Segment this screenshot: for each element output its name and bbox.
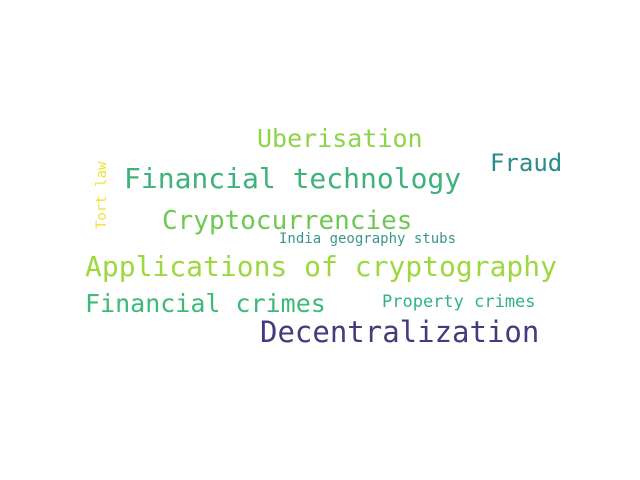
word-uberisation: Uberisation bbox=[257, 124, 423, 153]
word-fraud: Fraud bbox=[490, 149, 563, 177]
word-cryptocurrencies: Cryptocurrencies bbox=[162, 206, 413, 236]
word-property-crimes: Property crimes bbox=[382, 292, 536, 312]
word-financial-technology: Financial technology bbox=[124, 162, 462, 195]
word-applications-of-cryptography: Applications of cryptography bbox=[85, 250, 558, 283]
word-decentralization: Decentralization bbox=[260, 315, 540, 349]
word-tort-law: Tort law bbox=[94, 161, 110, 229]
word-india-geography-stubs: India geography stubs bbox=[279, 231, 457, 247]
word-financial-crimes: Financial crimes bbox=[85, 289, 326, 318]
